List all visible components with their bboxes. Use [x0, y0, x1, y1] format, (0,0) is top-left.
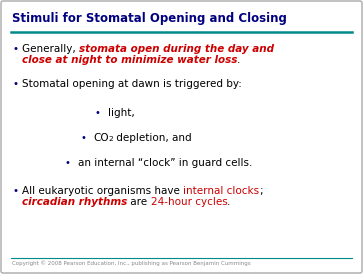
- Text: internal clocks: internal clocks: [183, 186, 259, 196]
- Text: •: •: [12, 186, 18, 196]
- Text: •: •: [95, 108, 101, 118]
- Text: 2: 2: [109, 136, 113, 142]
- Text: ;: ;: [259, 186, 263, 196]
- Text: stomata open during the day and: stomata open during the day and: [79, 44, 274, 54]
- Text: •: •: [12, 44, 18, 54]
- Text: 24-hour cycles: 24-hour cycles: [151, 197, 227, 207]
- Text: All eukaryotic organisms have: All eukaryotic organisms have: [22, 186, 183, 196]
- Text: Copyright © 2008 Pearson Education, Inc., publishing as Pearson Benjamin Cumming: Copyright © 2008 Pearson Education, Inc.…: [12, 260, 250, 266]
- Text: close at night to minimize water loss: close at night to minimize water loss: [22, 55, 237, 65]
- Text: .: .: [237, 55, 241, 65]
- Text: •: •: [65, 158, 71, 168]
- Text: depletion, and: depletion, and: [113, 133, 192, 143]
- Text: •: •: [12, 79, 18, 89]
- Text: are: are: [127, 197, 151, 207]
- Text: Generally,: Generally,: [22, 44, 79, 54]
- Text: CO: CO: [93, 133, 109, 143]
- Text: an internal “clock” in guard cells.: an internal “clock” in guard cells.: [78, 158, 252, 168]
- Text: Stomatal opening at dawn is triggered by:: Stomatal opening at dawn is triggered by…: [22, 79, 242, 89]
- Text: light,: light,: [108, 108, 135, 118]
- Text: circadian rhythms: circadian rhythms: [22, 197, 127, 207]
- Text: Stimuli for Stomatal Opening and Closing: Stimuli for Stomatal Opening and Closing: [12, 12, 287, 25]
- Text: .: .: [227, 197, 231, 207]
- Text: •: •: [80, 133, 86, 143]
